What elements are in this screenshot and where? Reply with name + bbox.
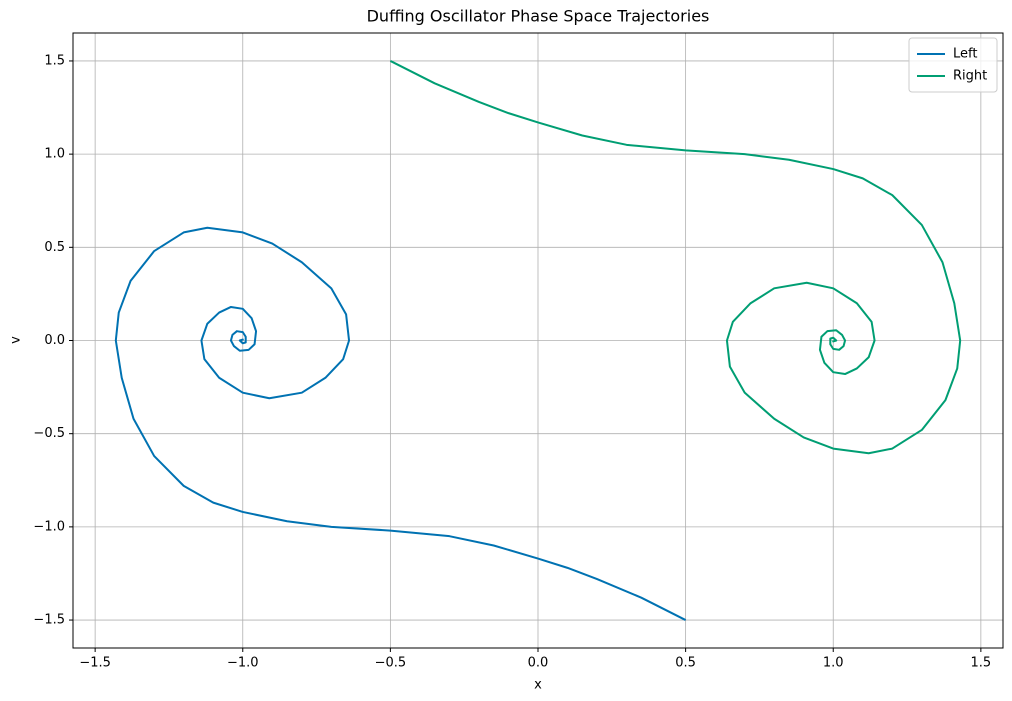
x-axis-label: x — [534, 678, 542, 693]
x-tick-label: −0.5 — [375, 656, 407, 671]
line — [114, 226, 687, 621]
y-tick-label: 1.0 — [44, 147, 65, 162]
x-tick-label: 1.5 — [971, 656, 992, 671]
axes-frame — [72, 32, 1004, 649]
x-tick-label: 0.0 — [528, 656, 549, 671]
legend-label: Right — [953, 69, 987, 84]
line — [389, 60, 962, 455]
x-tick-label: 1.0 — [823, 656, 844, 671]
y-tick-label: −1.0 — [33, 519, 65, 534]
x-tick-label: 0.5 — [675, 656, 696, 671]
y-tick-label: 0.5 — [44, 240, 65, 255]
y-axis-label: v — [9, 336, 24, 344]
y-tick-label: 1.5 — [44, 53, 65, 68]
y-tick-label: −1.5 — [33, 613, 65, 628]
x-tick-label: −1.0 — [227, 656, 259, 671]
y-tick-label: 0.0 — [44, 333, 65, 348]
legend-label: Left — [953, 47, 977, 62]
y-tick-label: −0.5 — [33, 426, 65, 441]
chart-title: Duffing Oscillator Phase Space Trajector… — [367, 7, 710, 26]
legend-box — [908, 37, 998, 93]
x-tick-label: −1.5 — [79, 656, 111, 671]
